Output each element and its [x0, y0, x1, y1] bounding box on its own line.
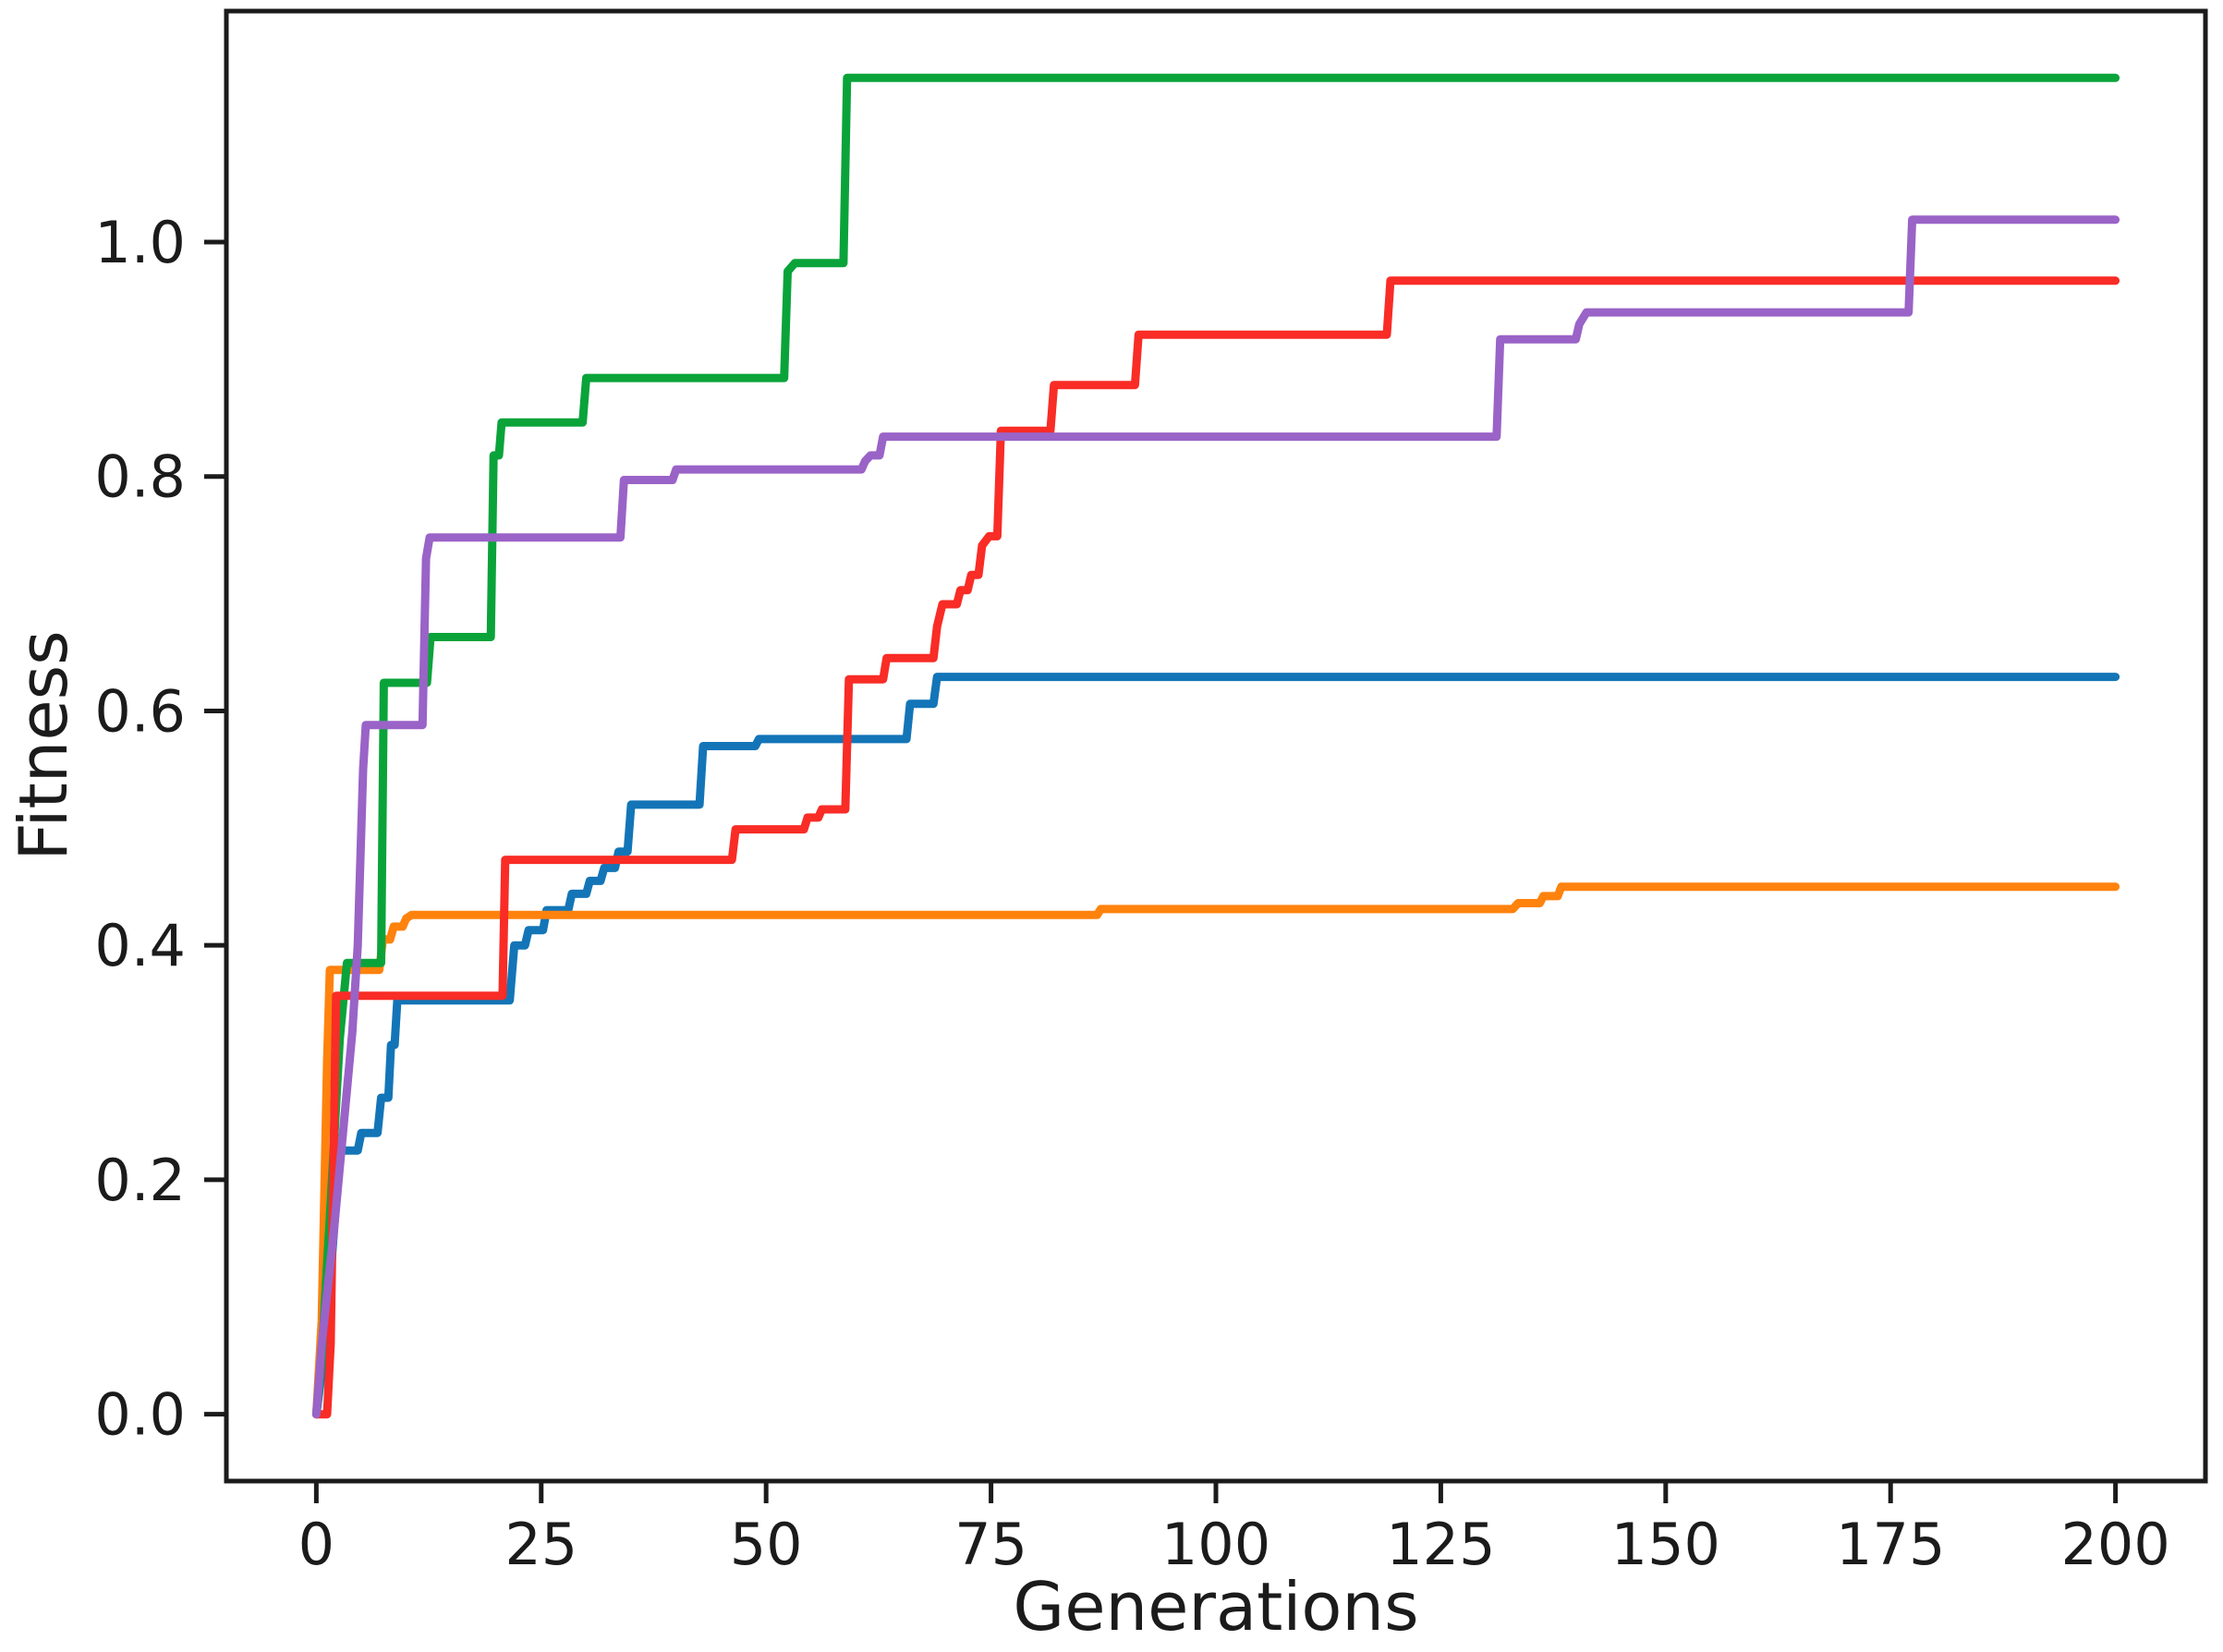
series-line-orange-run [311, 882, 2120, 1419]
y-axis-label: Fitness [5, 630, 82, 860]
series-line-green-run [311, 73, 2120, 1419]
y-tick-label-0.6: 0.6 [94, 677, 186, 745]
x-tick-label-0: 0 [298, 1511, 334, 1578]
series-lines [311, 73, 2120, 1419]
x-tick-label-75: 75 [954, 1511, 1027, 1578]
y-tick-label-0.2: 0.2 [94, 1147, 186, 1214]
x-tick-label-200: 200 [2060, 1511, 2169, 1578]
x-tick-label-125: 125 [1386, 1511, 1495, 1578]
x-tick-label-150: 150 [1611, 1511, 1720, 1578]
x-tick-label-50: 50 [730, 1511, 803, 1578]
y-tick-label-0.8: 0.8 [94, 443, 186, 511]
series-line-blue-run [311, 673, 2120, 1419]
x-tick-label-25: 25 [504, 1511, 577, 1578]
x-axis-label: Generations [1013, 1568, 1418, 1646]
series-line-purple-run [311, 215, 2120, 1419]
series-line-red-run [311, 276, 2120, 1419]
y-tick-label-1.0: 1.0 [94, 209, 186, 276]
x-axis-ticks: 0 25 50 75 100 125 150 175 200 [298, 1481, 2170, 1578]
y-tick-label-0.4: 0.4 [94, 912, 186, 979]
y-axis-ticks: 0.0 0.2 0.4 0.6 0.8 1.0 [94, 209, 226, 1449]
x-tick-label-100: 100 [1161, 1511, 1270, 1578]
x-tick-label-175: 175 [1836, 1511, 1945, 1578]
y-tick-label-0.0: 0.0 [94, 1381, 186, 1449]
